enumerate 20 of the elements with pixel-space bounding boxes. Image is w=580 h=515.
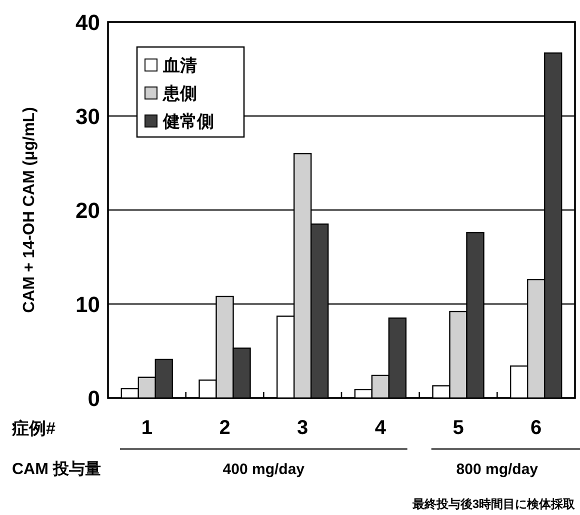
y-tick-label: 20 — [76, 198, 100, 223]
x-tick-label: 4 — [374, 417, 387, 439]
x-tick-label: 2 — [219, 417, 230, 439]
y-tick-label: 30 — [76, 104, 100, 129]
text: 800 mg/day — [456, 461, 539, 478]
x-tick-label: 1 — [141, 417, 152, 439]
y-tick-label: 40 — [76, 10, 100, 35]
legend-label: 健常側 — [162, 112, 214, 131]
text: 症例# — [11, 419, 56, 438]
x-tick-label: 5 — [452, 417, 464, 439]
legend-label: 患側 — [162, 84, 197, 103]
text: CAM 投与量 — [12, 460, 101, 478]
legend-label: 血清 — [162, 56, 197, 75]
x-tick-label: 6 — [530, 417, 542, 439]
text: 最終投与後3時間目に検体採取 — [411, 497, 576, 511]
y-tick-label: 0 — [88, 386, 100, 411]
y-tick-label: 10 — [76, 292, 100, 317]
x-tick-label: 3 — [297, 417, 308, 439]
y-axis-title: CAM + 14-OH CAM (μg/mL) — [21, 107, 38, 313]
text: 400 mg/day — [222, 461, 306, 478]
